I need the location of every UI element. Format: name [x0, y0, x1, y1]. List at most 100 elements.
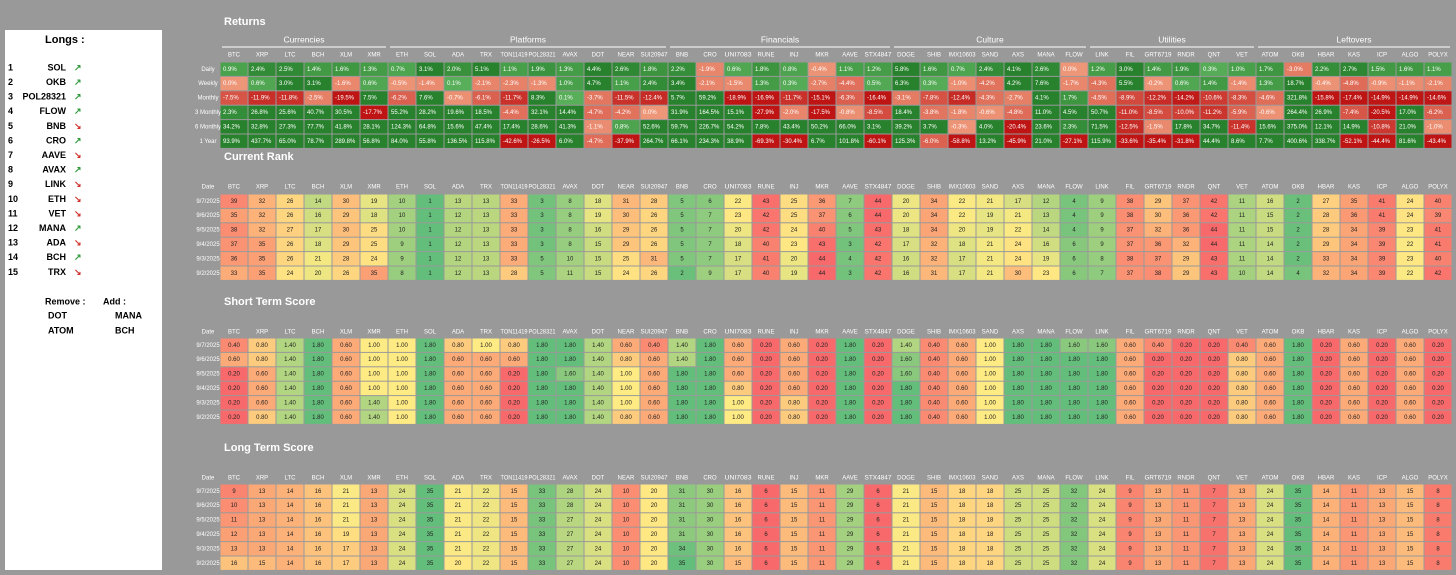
cell [1032, 338, 1060, 352]
cell-value: 0.20 [228, 386, 240, 392]
cell [780, 410, 808, 424]
cell [612, 556, 640, 570]
cell [1200, 223, 1228, 237]
cell [388, 367, 416, 381]
cell-value: -10.6% [1203, 96, 1223, 102]
column-header: MKR [815, 476, 829, 482]
long-arrow: ↘ [74, 238, 82, 248]
cell-value: 18 [987, 503, 994, 509]
cell-value: 24 [1099, 503, 1106, 509]
cell [612, 194, 640, 208]
cell-value: 1.80 [1012, 343, 1024, 349]
cell [1200, 542, 1228, 556]
cell-value: 6 [1072, 242, 1076, 248]
cell-value: 16 [315, 503, 322, 509]
cell [584, 62, 612, 76]
cell [948, 542, 976, 556]
cell-value: 13 [371, 489, 378, 495]
cell-value: 18 [959, 546, 966, 552]
cell [472, 381, 500, 396]
cell-value: -42.6% [503, 139, 523, 145]
cell-value: 0.60 [1348, 400, 1360, 406]
cell-value: -4.7% [587, 139, 603, 145]
cell-value: -2.3% [503, 81, 519, 87]
cell [1116, 194, 1144, 208]
cell [332, 105, 360, 120]
cell [472, 396, 500, 410]
column-header: FIL [1126, 53, 1135, 59]
cell-value: 7 [708, 242, 712, 248]
cell-value: 9 [708, 271, 712, 277]
cell [864, 252, 892, 266]
cell-value: 0.60 [788, 386, 800, 392]
cell [920, 105, 948, 120]
cell-value: 2.6% [1035, 67, 1049, 73]
cell-value: 21 [903, 503, 910, 509]
cell [444, 223, 472, 237]
cell-value: 1.80 [1292, 357, 1304, 363]
cell [500, 527, 528, 542]
cell-value: 32 [259, 213, 266, 219]
cell [668, 338, 696, 352]
cell-value: -0.7% [447, 96, 463, 102]
cell [1200, 266, 1228, 280]
cell-value: 1.40 [592, 357, 604, 363]
cell [500, 396, 528, 410]
cell [1172, 410, 1200, 424]
cell [304, 223, 332, 237]
cell [388, 91, 416, 105]
cell-value: 1.00 [480, 343, 492, 349]
cell [1088, 381, 1116, 396]
cell-value: 0.20 [1152, 400, 1164, 406]
cell [472, 208, 500, 223]
cell [332, 352, 360, 367]
row-label: 9/6/2025 [196, 213, 220, 219]
cell [1396, 410, 1424, 424]
cell [332, 76, 360, 91]
cell [1228, 527, 1256, 542]
cell-value: 14 [1323, 518, 1330, 524]
cell-value: 41 [763, 256, 770, 262]
cell-value: 1.00 [368, 386, 380, 392]
cell [808, 542, 836, 556]
cell [948, 396, 976, 410]
cell-value: 77.7% [307, 124, 325, 130]
cell-value: 21 [987, 199, 994, 205]
cell-value: 25 [1043, 532, 1050, 538]
cell [276, 396, 304, 410]
cell [864, 498, 892, 513]
cell [696, 105, 724, 120]
long-name: ADA [47, 238, 67, 248]
cell-value: -4.5% [1091, 96, 1107, 102]
cell [1228, 381, 1256, 396]
cell [1088, 367, 1116, 381]
cell [500, 338, 528, 352]
cell-value: 0.60 [1348, 386, 1360, 392]
cell-value: 16 [315, 546, 322, 552]
cell-value: 2 [1296, 228, 1300, 234]
cell-value: 10 [399, 199, 406, 205]
cell-value: 2 [1296, 213, 1300, 219]
long-rank: 15 [8, 267, 18, 277]
cell-value: 0.60 [1348, 357, 1360, 363]
cell-value: 16 [735, 546, 742, 552]
cell [920, 252, 948, 266]
cell-value: 1.40 [676, 357, 688, 363]
add-title: Add : [103, 296, 126, 306]
cell-value: 0.6% [251, 81, 265, 87]
cell-value: 5.5% [1119, 81, 1133, 87]
cell [416, 556, 444, 570]
cell-value: 23 [791, 242, 798, 248]
cell-value: 29 [847, 503, 854, 509]
cell [332, 513, 360, 527]
cell [1424, 237, 1452, 252]
cell-value: 0.60 [340, 415, 352, 421]
cell [808, 252, 836, 266]
cell-value: 28.6% [531, 124, 549, 130]
cell-value: -14.6% [1427, 96, 1447, 102]
cell-value: -35.4% [1147, 139, 1167, 145]
cell-value: 26 [287, 242, 294, 248]
column-header: TRX [480, 330, 492, 336]
cell [1368, 252, 1396, 266]
cell-value: 11 [1239, 199, 1246, 205]
